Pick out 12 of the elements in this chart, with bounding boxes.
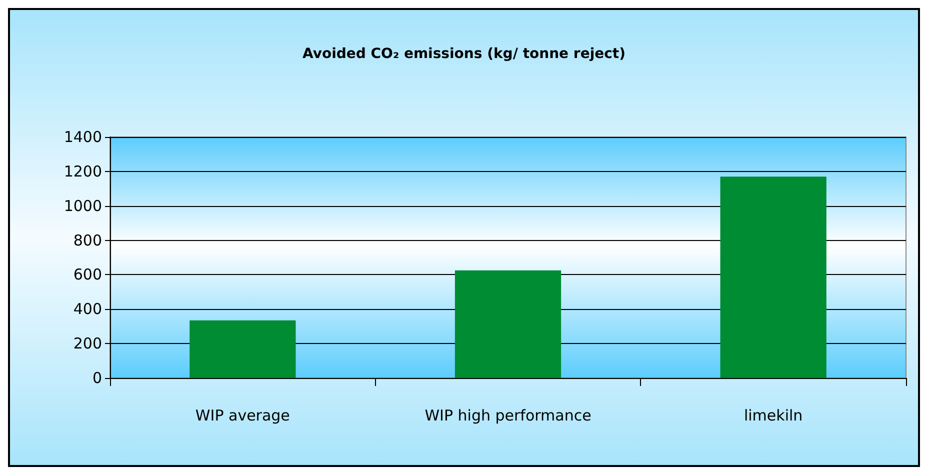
y-tick-label: 600 — [73, 266, 102, 284]
y-tick-label: 800 — [73, 231, 102, 250]
y-tick-label: 200 — [73, 334, 102, 353]
y-tick-label: 1200 — [64, 162, 102, 180]
y-tick-label: 400 — [73, 300, 102, 318]
y-tick-label: 0 — [92, 369, 102, 387]
y-tick-label: 1000 — [64, 196, 102, 215]
chart-title: Avoided CO₂ emissions (kg/ tonne reject) — [302, 46, 626, 62]
x-tick-label: WIP high performance — [424, 406, 592, 424]
y-tick-label: 1400 — [64, 128, 102, 146]
x-tick-label: WIP average — [195, 406, 290, 424]
x-tick-label: limekiln — [744, 406, 803, 424]
